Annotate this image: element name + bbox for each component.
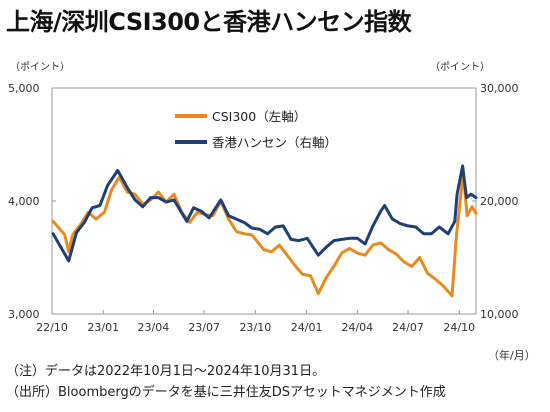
left-axis-unit: （ポイント） <box>10 61 70 73</box>
left-axis-tick-label: 5,000 <box>8 82 40 95</box>
right-axis-tick-label: 10,000 <box>480 308 519 321</box>
x-axis-tick-label: 23/07 <box>188 321 220 334</box>
x-axis-tick-label: 24/07 <box>392 321 424 334</box>
x-axis-tick-label: 24/01 <box>291 321 323 334</box>
x-axis-tick-label: 23/10 <box>240 321 272 334</box>
note-period: （注）データは2022年10月1日～2024年10月31日。 <box>6 364 326 379</box>
x-axis-tick-label: 23/04 <box>138 321 170 334</box>
left-axis-tick-label: 3,000 <box>8 308 40 321</box>
right-axis-tick-label: 20,000 <box>480 195 519 208</box>
x-axis-tick-label: 22/10 <box>36 321 68 334</box>
legend-label: 香港ハンセン（右軸） <box>212 135 337 150</box>
x-axis-unit: （年/月） <box>488 348 536 362</box>
x-axis-tick-label: 23/01 <box>87 321 119 334</box>
chart-title: 上海/深圳CSI300と香港ハンセン指数 <box>6 8 412 36</box>
right-axis-tick-label: 30,000 <box>480 82 519 95</box>
right-axis-unit: （ポイント） <box>430 61 490 73</box>
left-axis-tick-label: 4,000 <box>8 195 40 208</box>
x-axis-tick-label: 24/10 <box>443 321 475 334</box>
x-axis-tick-label: 24/04 <box>341 321 373 334</box>
note-source: （出所）Bloombergのデータを基に三井住友DSアセットマネジメント作成 <box>6 385 446 400</box>
series-line-hang-seng <box>51 164 478 263</box>
legend-label: CSI300（左軸） <box>212 109 306 124</box>
series-line-csi300 <box>51 171 478 298</box>
